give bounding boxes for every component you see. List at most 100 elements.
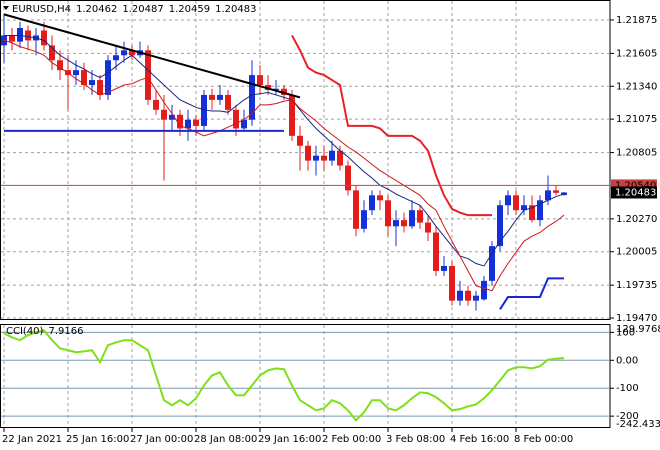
- indicator-line: [3, 39, 565, 292]
- candle-body: [289, 94, 295, 136]
- header-icon: [3, 6, 9, 10]
- candle-body: [377, 195, 383, 201]
- candle-body: [497, 205, 503, 247]
- candle-body: [337, 150, 343, 166]
- candle-body: [393, 220, 399, 227]
- candle-body: [361, 210, 367, 229]
- axis-min-label: -242.4335: [616, 419, 660, 430]
- indicator-line: [4, 34, 565, 267]
- x-tick-label: 27 Jan 00:00: [130, 434, 193, 445]
- candle-body: [401, 220, 407, 227]
- candle-body: [321, 155, 327, 161]
- y-tick-label: 100: [616, 327, 635, 338]
- candle-body: [457, 290, 463, 301]
- x-tick-label: 2 Feb 00:00: [322, 434, 381, 445]
- y-tick-label: -200: [616, 411, 639, 422]
- candle-body: [505, 195, 511, 206]
- candle-body: [169, 114, 175, 120]
- y-tick-label: 1.20270: [616, 214, 657, 225]
- candle-body: [449, 265, 455, 301]
- header-text: CCI(40): [6, 326, 44, 337]
- candle-body: [121, 50, 127, 56]
- current-price-box: [611, 186, 657, 199]
- candle-body: [409, 210, 415, 227]
- drawn-line: [3, 13, 301, 99]
- panel-frame: [0, 324, 611, 428]
- header-text: 1.20483: [215, 4, 256, 15]
- candle-body: [153, 99, 159, 110]
- candle-body: [217, 94, 223, 100]
- x-tick-label: 4 Feb 16:00: [450, 434, 509, 445]
- current-price-label: 1.20483: [615, 187, 656, 198]
- y-tick-label: 1.19470: [616, 313, 657, 324]
- candle-body: [281, 88, 287, 95]
- candle-body: [537, 200, 543, 221]
- candle-body: [313, 155, 319, 161]
- candle-body: [385, 200, 391, 227]
- x-tick-label: 8 Feb 00:00: [514, 434, 573, 445]
- candle-body: [201, 94, 207, 126]
- candle-body: [49, 45, 55, 61]
- header-text: 1.20462: [76, 4, 117, 15]
- candle-body: [481, 280, 487, 300]
- candle-body: [9, 35, 15, 42]
- candle-body: [41, 30, 47, 46]
- y-tick-label: 1.21075: [616, 114, 657, 125]
- candle-body: [561, 192, 567, 196]
- candle-body: [225, 94, 231, 110]
- candle-body: [545, 190, 551, 201]
- indicator-line: [499, 277, 564, 310]
- y-tick-label: 1.21875: [616, 15, 657, 26]
- candle-body: [273, 88, 279, 90]
- candle-body: [257, 75, 263, 86]
- candle-body: [441, 265, 447, 271]
- candle-body: [185, 119, 191, 129]
- candle-body: [17, 28, 23, 42]
- y-tick-label: 1.20005: [616, 247, 657, 258]
- candle-body: [369, 195, 375, 211]
- x-tick-label: 25 Jan 16:00: [66, 434, 129, 445]
- candle-body: [425, 222, 431, 233]
- candle-body: [233, 109, 239, 129]
- header-text: 1.20487: [122, 4, 163, 15]
- candle-body: [73, 70, 79, 76]
- candle-body: [521, 205, 527, 211]
- x-tick-label: 22 Jan 2021: [2, 434, 62, 445]
- candle-body: [329, 150, 335, 161]
- price-label: 1.20540: [615, 180, 656, 191]
- axis-max-label: 129.9768: [616, 324, 660, 335]
- candle-body: [129, 50, 135, 56]
- indicator-line: [3, 329, 565, 422]
- x-tick-label: 29 Jan 16:00: [258, 434, 321, 445]
- header-text: 1.20459: [169, 4, 210, 15]
- candle-body: [241, 119, 247, 129]
- header-text: EURUSD,H4: [12, 4, 71, 15]
- candle-body: [433, 232, 439, 271]
- candle-body: [113, 55, 119, 61]
- candle-body: [193, 119, 199, 126]
- indicator-line: [291, 34, 492, 217]
- candle-body: [353, 190, 359, 229]
- candle-body: [145, 50, 151, 100]
- candle-body: [297, 135, 303, 146]
- candle-body: [513, 195, 519, 211]
- candle-body: [489, 246, 495, 281]
- header-text: 7.9166: [48, 326, 83, 337]
- candle-body: [345, 165, 351, 191]
- candle-body: [97, 80, 103, 95]
- candle-body: [105, 60, 111, 95]
- candle-body: [177, 114, 183, 129]
- y-tick-label: 0.00: [616, 355, 638, 366]
- candle-body: [473, 295, 479, 301]
- candle-body: [209, 94, 215, 100]
- candle-body: [305, 145, 311, 161]
- candle-body: [417, 210, 423, 223]
- candle-body: [553, 190, 559, 193]
- candle-body: [529, 205, 535, 221]
- candle-body: [57, 60, 63, 71]
- y-tick-label: -100: [616, 383, 639, 394]
- candle-body: [249, 75, 255, 120]
- y-tick-label: 1.19735: [616, 280, 657, 291]
- candle-body: [81, 70, 87, 86]
